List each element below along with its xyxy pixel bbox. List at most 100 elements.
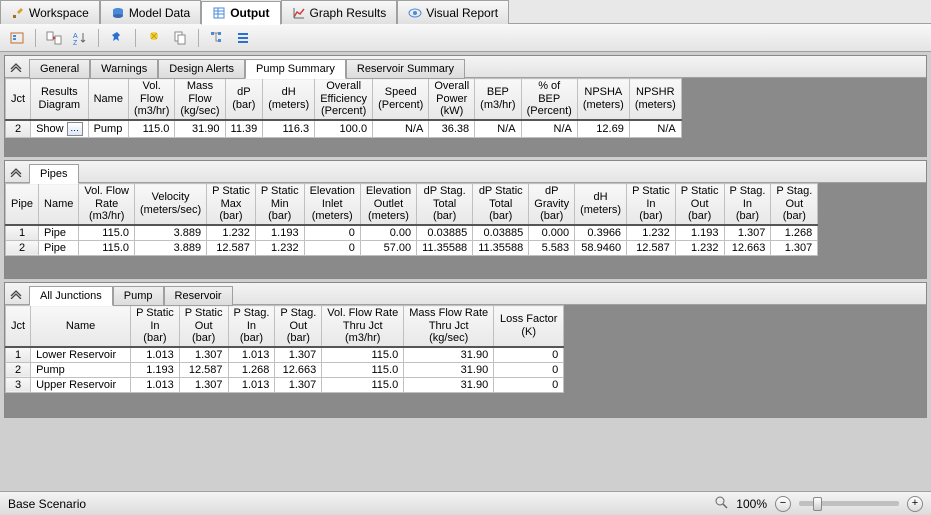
zoom-out-button[interactable]: − (775, 496, 791, 512)
table-row[interactable]: 2Pump1.19312.5871.26812.663115.031.900 (6, 362, 564, 377)
column-header[interactable]: P Stag.Out(bar) (771, 184, 818, 225)
cell: 31.90 (175, 120, 225, 138)
collapse-button[interactable] (7, 163, 25, 181)
subtab-all-junctions[interactable]: All Junctions (29, 286, 113, 306)
ellipsis-button[interactable]: … (67, 122, 83, 136)
cell: 31.90 (404, 377, 494, 392)
column-header[interactable]: dP(bar) (225, 79, 263, 120)
column-header[interactable]: Jct (6, 79, 31, 120)
cell: 116.3 (263, 120, 315, 138)
column-header[interactable]: NPSHR(meters) (629, 79, 681, 120)
cell: 1.307 (179, 347, 228, 363)
column-header[interactable]: P Stag.In(bar) (228, 306, 275, 347)
zoom-in-button[interactable]: + (907, 496, 923, 512)
column-header[interactable]: Name (88, 79, 128, 120)
column-header[interactable]: OverallEfficiency(Percent) (315, 79, 373, 120)
column-header[interactable]: P StaticMax(bar) (207, 184, 256, 225)
load-data-button[interactable] (6, 27, 28, 49)
subtab-reservoir-summary[interactable]: Reservoir Summary (346, 59, 465, 79)
cell: Lower Reservoir (31, 347, 131, 363)
jct-id-cell: 3 (6, 377, 31, 392)
column-header[interactable]: OverallPower(kW) (429, 79, 475, 120)
column-header[interactable]: P StaticIn(bar) (131, 306, 180, 347)
tab-visual-report[interactable]: Visual Report (397, 0, 509, 24)
subtab-general[interactable]: General (29, 59, 90, 79)
scenario-label: Base Scenario (8, 497, 86, 511)
column-header[interactable]: P StaticIn(bar) (627, 184, 676, 225)
column-header[interactable]: Loss Factor(K) (494, 306, 564, 347)
column-header[interactable]: Vol.Flow(m3/hr) (128, 79, 174, 120)
column-header[interactable]: Velocity(meters/sec) (135, 184, 207, 225)
column-header[interactable]: Mass Flow RateThru Jct(kg/sec) (404, 306, 494, 347)
table-row[interactable]: 2 Show … Pump 115.0 31.90 11.39 116.3 10 (6, 120, 682, 138)
column-header[interactable]: Vol. Flow RateThru Jct(m3/hr) (322, 306, 404, 347)
cell: 3.889 (135, 240, 207, 255)
column-header[interactable]: dPGravity(bar) (529, 184, 575, 225)
subtab-pump-summary[interactable]: Pump Summary (245, 59, 346, 79)
copy-button[interactable] (169, 27, 191, 49)
column-header[interactable]: BEP(m3/hr) (475, 79, 521, 120)
zoom-thumb[interactable] (813, 497, 822, 511)
zoom-slider[interactable] (799, 501, 899, 506)
cell: 1.193 (131, 362, 180, 377)
tab-model-data[interactable]: Model Data (100, 0, 201, 24)
collapse-button[interactable] (7, 285, 25, 303)
tab-output[interactable]: Output (201, 1, 280, 25)
cell: 12.663 (275, 362, 322, 377)
column-header[interactable]: Vol. FlowRate(m3/hr) (79, 184, 135, 225)
column-header[interactable]: P StaticOut(bar) (675, 184, 724, 225)
tree-button[interactable] (206, 27, 228, 49)
table-row[interactable]: 1Lower Reservoir1.0131.3071.0131.307115.… (6, 347, 564, 363)
subtab-reservoir[interactable]: Reservoir (164, 286, 233, 306)
filter-button[interactable] (143, 27, 165, 49)
table-row[interactable]: 1Pipe115.03.8891.2321.19300.000.038850.0… (6, 225, 818, 241)
subtab-design-alerts[interactable]: Design Alerts (158, 59, 245, 79)
toolbar-separator (135, 29, 136, 47)
column-header[interactable]: P Stag.Out(bar) (275, 306, 322, 347)
column-header[interactable]: dH(meters) (575, 184, 627, 225)
cell: 1.307 (179, 377, 228, 392)
column-header[interactable]: dH(meters) (263, 79, 315, 120)
table-row[interactable]: 2Pipe115.03.88912.5871.232057.0011.35588… (6, 240, 818, 255)
column-header[interactable]: P Stag.In(bar) (724, 184, 771, 225)
column-header[interactable]: P StaticOut(bar) (179, 306, 228, 347)
pin-button[interactable] (106, 27, 128, 49)
cell: 115.0 (79, 225, 135, 241)
column-header[interactable]: Name (39, 184, 79, 225)
subtab-warnings[interactable]: Warnings (90, 59, 158, 79)
magnifier-icon (714, 495, 728, 512)
subtab-pipes[interactable]: Pipes (29, 164, 79, 184)
column-header[interactable]: dP Stag.Total(bar) (417, 184, 473, 225)
cell: Upper Reservoir (31, 377, 131, 392)
column-header[interactable]: NPSHA(meters) (577, 79, 629, 120)
tab-graph-results[interactable]: Graph Results (281, 0, 398, 24)
cell: 1.013 (131, 377, 180, 392)
column-header[interactable]: Jct (6, 306, 31, 347)
subtab-pump[interactable]: Pump (113, 286, 164, 306)
cell: 1.013 (228, 377, 275, 392)
column-header[interactable]: dP StaticTotal(bar) (473, 184, 529, 225)
cell: N/A (521, 120, 577, 138)
junctions-subtabs: All Junctions Pump Reservoir (5, 283, 926, 305)
list-button[interactable] (232, 27, 254, 49)
tab-workspace[interactable]: Workspace (0, 0, 100, 24)
column-header[interactable]: P StaticMin(bar) (255, 184, 304, 225)
column-header[interactable]: ElevationInlet(meters) (304, 184, 360, 225)
transfer-button[interactable] (43, 27, 65, 49)
column-header[interactable]: % ofBEP(Percent) (521, 79, 577, 120)
column-header[interactable]: MassFlow(kg/sec) (175, 79, 225, 120)
column-header[interactable]: ElevationOutlet(meters) (360, 184, 416, 225)
cell: 115.0 (322, 362, 404, 377)
cell: 12.69 (577, 120, 629, 138)
sort-button[interactable]: AZ (69, 27, 91, 49)
column-header[interactable]: Pipe (6, 184, 39, 225)
table-row[interactable]: 3Upper Reservoir1.0131.3071.0131.307115.… (6, 377, 564, 392)
cell: 1.232 (207, 225, 256, 241)
column-header[interactable]: Speed(Percent) (373, 79, 429, 120)
cell: 31.90 (404, 347, 494, 363)
column-header[interactable]: Name (31, 306, 131, 347)
toolbar-separator (35, 29, 36, 47)
collapse-button[interactable] (7, 58, 25, 76)
column-header[interactable]: ResultsDiagram (31, 79, 89, 120)
cell: N/A (475, 120, 521, 138)
